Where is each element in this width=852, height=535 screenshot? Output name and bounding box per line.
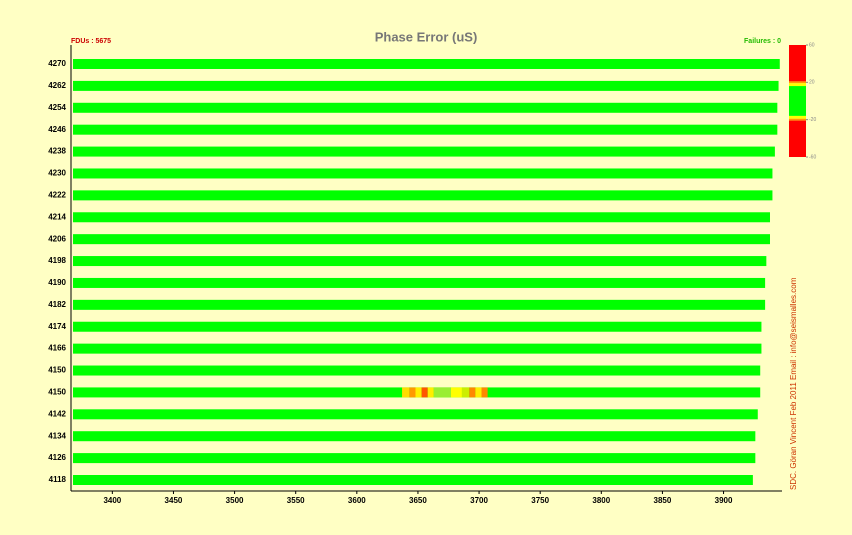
colorbar-band <box>789 81 806 84</box>
colorbar-band <box>789 83 806 87</box>
bar <box>73 168 773 179</box>
y-tick-label: 4150 <box>48 388 66 397</box>
y-tick-label: 4190 <box>48 278 66 287</box>
colorbar-band <box>789 86 806 116</box>
colorbar-tick-label: 20 <box>809 80 815 86</box>
bar <box>73 234 770 245</box>
y-tick-label: 4254 <box>48 103 66 112</box>
bar <box>73 409 758 420</box>
colorbar-tick-label: -60 <box>809 154 816 160</box>
bar <box>73 102 778 113</box>
y-tick-label: 4222 <box>48 190 66 199</box>
y-tick-label: 4270 <box>48 59 66 68</box>
y-tick-label: 4166 <box>48 344 66 353</box>
y-tick-label: 4230 <box>48 169 66 178</box>
x-tick-label: 3450 <box>165 496 183 505</box>
x-tick-label: 3900 <box>715 496 733 505</box>
author-note: SDC. Göran Vincent Feb 2011 Email : info… <box>789 277 798 490</box>
bar <box>73 343 762 354</box>
bar <box>73 365 761 376</box>
bar <box>73 277 766 288</box>
bar <box>73 321 762 332</box>
fdu-count: FDUs : 5675 <box>71 38 111 45</box>
error-stripe <box>409 387 416 398</box>
y-tick-label: 4198 <box>48 256 66 265</box>
y-tick-label: 4150 <box>48 366 66 375</box>
x-tick-label: 3600 <box>348 496 366 505</box>
y-tick-label: 4238 <box>48 147 66 156</box>
failures-count: Failures : 0 <box>744 38 781 45</box>
error-stripe <box>402 387 410 398</box>
error-stripe <box>461 387 470 398</box>
error-stripe <box>475 387 482 398</box>
y-tick-label: 4118 <box>49 475 67 484</box>
bar <box>73 299 766 310</box>
chart-title: Phase Error (uS) <box>375 29 478 44</box>
y-tick-label: 4214 <box>48 212 66 221</box>
y-tick-label: 4262 <box>48 81 66 90</box>
y-tick-label: 4206 <box>48 234 66 243</box>
error-stripe <box>433 387 451 398</box>
y-tick-label: 4142 <box>48 409 66 418</box>
error-stripe <box>427 387 434 398</box>
colorbar-band <box>789 120 806 157</box>
x-tick-label: 3400 <box>103 496 121 505</box>
x-tick-label: 3650 <box>409 496 427 505</box>
colorbar-tick-label: 60 <box>809 42 815 48</box>
bar <box>73 431 756 442</box>
colorbar-band <box>789 115 806 119</box>
error-stripe <box>469 387 476 398</box>
bar <box>73 190 773 201</box>
y-tick-label: 4126 <box>48 453 66 462</box>
bar <box>73 124 778 135</box>
y-tick-label: 4182 <box>48 300 66 309</box>
y-tick-label: 4246 <box>48 125 66 134</box>
x-tick-label: 3550 <box>287 496 305 505</box>
colorbar-tick-label: -20 <box>809 117 816 123</box>
y-tick-label: 4174 <box>48 322 66 331</box>
bar <box>73 256 767 267</box>
bar <box>73 212 770 223</box>
x-tick-label: 3800 <box>592 496 610 505</box>
x-tick-label: 3850 <box>654 496 672 505</box>
x-tick-label: 3700 <box>470 496 488 505</box>
bar <box>73 80 779 91</box>
x-tick-label: 3750 <box>531 496 549 505</box>
y-tick-label: 4134 <box>48 431 66 440</box>
x-tick-label: 3500 <box>226 496 244 505</box>
colorbar-band <box>789 45 806 82</box>
error-stripe <box>421 387 428 398</box>
error-stripe <box>450 387 462 398</box>
colorbar-band <box>789 118 806 121</box>
bar <box>73 146 775 157</box>
error-stripe <box>415 387 422 398</box>
bar <box>73 59 780 69</box>
error-stripe <box>481 387 488 398</box>
bar <box>73 475 753 485</box>
bar <box>73 453 756 464</box>
